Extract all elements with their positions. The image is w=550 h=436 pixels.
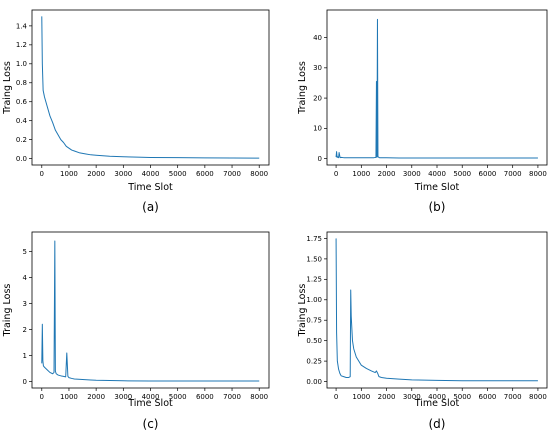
x-tick-label: 4000	[142, 393, 160, 401]
panel-label: (a)	[142, 200, 159, 214]
plot-frame	[31, 9, 270, 166]
x-tick-label: 5000	[169, 393, 187, 401]
x-tick-label: 0	[334, 170, 338, 178]
x-tick-label: 7000	[504, 393, 522, 401]
panel-label: (c)	[143, 417, 159, 431]
y-axis-label: Traing Loss	[2, 61, 13, 115]
x-tick-label: 6000	[479, 170, 497, 178]
series-line	[335, 238, 538, 382]
x-tick-label: 5000	[169, 170, 187, 178]
x-tick-label: 8000	[250, 170, 268, 178]
y-tick-label: 0.6	[16, 98, 28, 106]
x-tick-label: 0	[40, 170, 44, 178]
y-tick-label: 40	[313, 34, 322, 42]
y-tick-label: 5	[23, 248, 27, 256]
x-tick-label: 6000	[196, 170, 214, 178]
x-tick-label: 2000	[378, 170, 396, 178]
x-tick-label: 6000	[196, 393, 214, 401]
y-tick-label: 1.00	[306, 296, 322, 304]
subplot-b: 0 10 20 30 40 0 1000 2000 3000 4000 5000 6000 7000 8…	[297, 9, 548, 214]
series-line	[41, 16, 260, 159]
subplot-c: 0 1 2 3 4 5 0 1000 2000 3000 4000 5000 6000 7000 8000…	[2, 231, 270, 431]
y-tick-label: 0.4	[16, 117, 28, 125]
x-axis-label: Time Slot	[127, 182, 173, 193]
panel-label: (d)	[429, 417, 446, 431]
y-tick-label: 1.75	[306, 235, 322, 243]
x-tick-label: 5000	[453, 170, 471, 178]
y-tick-label: 1.2	[16, 41, 27, 49]
x-axis-label: Time Slot	[414, 182, 460, 193]
x-tick-label: 1000	[352, 393, 370, 401]
subplot-a: 0.0 0.2 0.4 0.6 0.8 1.0 1.2 1.4 0 1000 2000 3000 40…	[2, 9, 270, 214]
x-tick-label: 8000	[250, 393, 268, 401]
x-tick-label: 1000	[352, 170, 370, 178]
y-tick-label: 20	[313, 94, 322, 102]
x-tick-label: 8000	[529, 393, 547, 401]
y-tick-label: 2	[23, 326, 27, 334]
y-tick-label: 1.4	[16, 22, 28, 30]
x-axis-label: Time Slot	[414, 398, 460, 409]
series-line	[41, 240, 260, 382]
x-tick-label: 8000	[529, 170, 547, 178]
y-tick-label: 0	[23, 378, 27, 386]
y-tick-label: 0	[318, 155, 322, 163]
x-tick-label: 5000	[453, 393, 471, 401]
x-tick-label: 1000	[60, 393, 78, 401]
y-tick-label: 4	[23, 274, 28, 282]
x-tick-label: 4000	[142, 170, 160, 178]
x-tick-label: 7000	[504, 170, 522, 178]
x-tick-label: 1000	[60, 170, 78, 178]
y-axis-label: Traing Loss	[297, 61, 308, 115]
x-tick-label: 7000	[223, 170, 241, 178]
x-tick-label: 4000	[428, 393, 446, 401]
x-tick-label: 0	[40, 393, 44, 401]
y-tick-label: 0.2	[16, 136, 27, 144]
y-tick-label: 0.00	[306, 378, 322, 386]
x-tick-label: 7000	[223, 393, 241, 401]
x-axis-label: Time Slot	[127, 398, 173, 409]
y-axis-label: Traing Loss	[297, 284, 308, 338]
x-tick-label: 0	[334, 393, 338, 401]
x-tick-label: 2000	[87, 170, 105, 178]
y-tick-label: 30	[313, 64, 322, 72]
y-tick-label: 0.0	[16, 155, 27, 163]
x-tick-label: 3000	[403, 170, 421, 178]
y-tick-label: 1.50	[306, 255, 322, 263]
plot-frame	[326, 9, 548, 166]
y-tick-label: 0.50	[306, 337, 322, 345]
plot-frame	[326, 231, 548, 389]
y-axis-label: Traing Loss	[2, 284, 13, 338]
y-tick-label: 3	[23, 300, 27, 308]
x-tick-label: 3000	[403, 393, 421, 401]
panel-label: (b)	[429, 200, 446, 214]
y-tick-label: 0.8	[16, 79, 27, 87]
y-tick-label: 1.0	[16, 60, 27, 68]
y-tick-label: 1.25	[306, 276, 322, 284]
x-tick-label: 3000	[114, 170, 132, 178]
y-tick-label: 10	[313, 125, 322, 133]
x-tick-label: 2000	[87, 393, 105, 401]
y-tick-label: 0.25	[306, 358, 322, 366]
y-tick-label: 1	[23, 352, 27, 360]
x-tick-label: 3000	[114, 393, 132, 401]
y-tick-label: 0.75	[306, 317, 322, 325]
x-tick-label: 4000	[428, 170, 446, 178]
subplot-d: 0.00 0.25 0.50 0.75 1.00 1.25 1.50 1.75 0 1000 20…	[297, 231, 548, 431]
x-tick-label: 6000	[479, 393, 497, 401]
x-tick-label: 2000	[378, 393, 396, 401]
series-line	[335, 18, 538, 159]
